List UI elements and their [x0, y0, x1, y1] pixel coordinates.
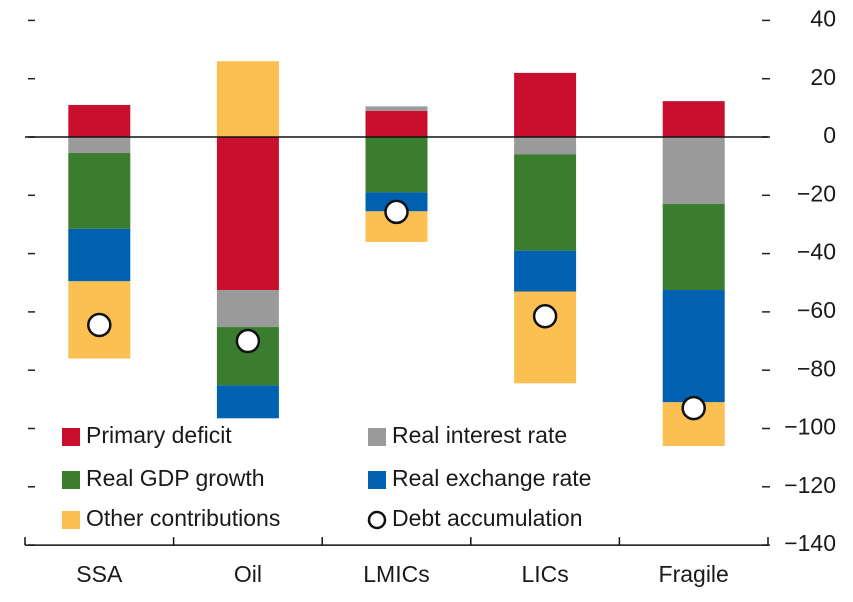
x-tick-label: Fragile	[659, 561, 729, 587]
bar-segment	[365, 106, 428, 111]
x-tick-label: LMICs	[363, 561, 429, 587]
bar-segment	[662, 290, 725, 403]
bar-segment	[662, 101, 725, 137]
y-tick-label: −80	[797, 355, 836, 381]
bar-segment	[68, 228, 131, 282]
bar-segment	[216, 61, 279, 137]
legend-label: Debt accumulation	[392, 505, 583, 531]
legend-label: Real interest rate	[392, 422, 567, 448]
bar-segment	[68, 137, 131, 154]
debt-marker	[235, 328, 261, 354]
debt-marker	[532, 304, 558, 329]
y-tick-label: −120	[784, 472, 836, 498]
y-tick-label: −60	[797, 297, 836, 323]
bar-segment	[216, 290, 279, 328]
bar-segment	[514, 250, 577, 292]
bar-segment	[365, 137, 428, 193]
bar-segment	[514, 137, 577, 155]
bar-segment	[216, 137, 279, 291]
y-tick-label: 0	[823, 122, 836, 148]
legend-label: Real GDP growth	[86, 465, 265, 491]
y-tick-label: −140	[784, 530, 836, 556]
bar-segment	[365, 110, 428, 137]
x-tick-label: LICs	[521, 561, 568, 587]
debt-marker	[681, 395, 706, 421]
debt-marker	[87, 312, 112, 338]
legend-swatch	[368, 471, 386, 489]
y-tick-label: −100	[784, 414, 836, 440]
y-tick-label: −20	[797, 180, 836, 206]
bar-segment	[514, 154, 577, 251]
y-tick-label: −40	[797, 239, 836, 265]
bar-segment	[68, 104, 131, 137]
legend-swatch	[62, 511, 80, 529]
legend-swatch	[368, 428, 386, 446]
bar-segment	[216, 385, 279, 419]
legend-label: Real exchange rate	[392, 465, 591, 491]
x-tick-label: Oil	[234, 561, 262, 587]
bar-segment	[662, 137, 725, 205]
legend-label: Other contributions	[86, 505, 280, 531]
legend-swatch	[62, 471, 80, 489]
y-tick-label: 40	[810, 5, 836, 31]
bar-segment	[514, 72, 577, 137]
legend-marker	[367, 510, 387, 530]
bar-segment	[68, 153, 131, 229]
y-tick-label: 20	[810, 64, 836, 90]
x-tick-label: SSA	[76, 561, 123, 587]
bar-segment	[662, 204, 725, 291]
legend-label: Primary deficit	[86, 422, 232, 448]
debt-marker	[384, 199, 409, 225]
legend-swatch	[62, 428, 80, 446]
